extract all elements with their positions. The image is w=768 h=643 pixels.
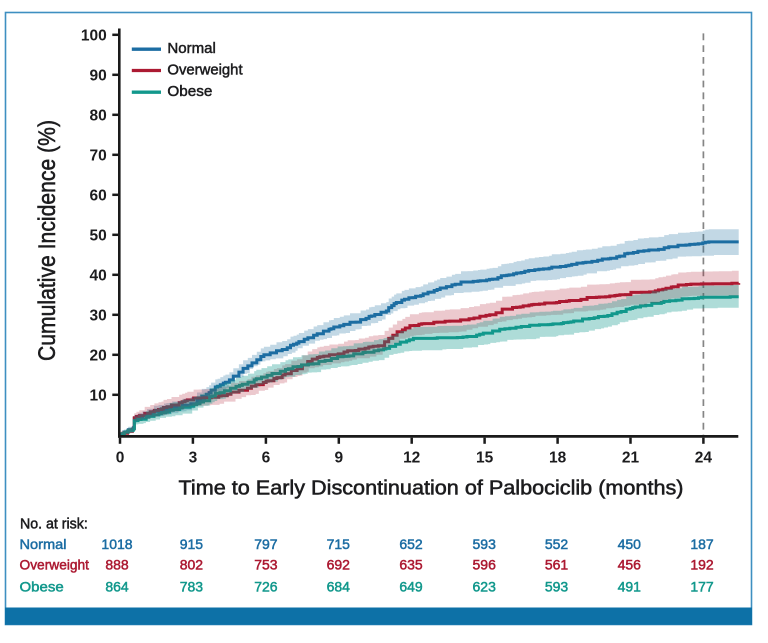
svg-text:456: 456	[618, 557, 642, 573]
svg-text:192: 192	[690, 557, 714, 573]
svg-text:Normal: Normal	[20, 536, 67, 552]
svg-text:864: 864	[105, 579, 129, 595]
svg-text:596: 596	[473, 557, 497, 573]
svg-text:652: 652	[399, 536, 423, 552]
svg-text:70: 70	[90, 147, 107, 164]
svg-text:18: 18	[549, 449, 567, 466]
svg-text:802: 802	[180, 557, 204, 573]
svg-text:915: 915	[180, 536, 204, 552]
svg-text:450: 450	[618, 536, 642, 552]
svg-text:491: 491	[618, 579, 642, 595]
svg-text:726: 726	[254, 579, 278, 595]
svg-text:797: 797	[254, 536, 278, 552]
svg-text:783: 783	[180, 579, 204, 595]
svg-text:30: 30	[90, 307, 107, 324]
svg-text:177: 177	[690, 579, 714, 595]
svg-text:No. at risk:: No. at risk:	[20, 517, 88, 533]
svg-text:9: 9	[334, 449, 343, 466]
svg-text:20: 20	[90, 347, 107, 364]
svg-text:593: 593	[473, 536, 497, 552]
svg-text:3: 3	[189, 449, 198, 466]
svg-text:Obese: Obese	[167, 83, 212, 100]
svg-text:715: 715	[327, 536, 351, 552]
svg-text:21: 21	[622, 449, 640, 466]
svg-text:561: 561	[545, 557, 569, 573]
svg-text:0: 0	[116, 449, 125, 466]
svg-text:Time to Early Discontinuation: Time to Early Discontinuation of Palboci…	[179, 477, 684, 499]
svg-text:684: 684	[327, 579, 351, 595]
svg-text:60: 60	[90, 187, 107, 204]
svg-text:1018: 1018	[101, 536, 132, 552]
svg-text:649: 649	[399, 579, 423, 595]
svg-text:15: 15	[476, 449, 494, 466]
svg-text:Cumulative Incidence (%): Cumulative Incidence (%)	[34, 120, 61, 361]
svg-text:6: 6	[262, 449, 271, 466]
svg-text:Overweight: Overweight	[167, 61, 243, 78]
svg-text:24: 24	[695, 449, 713, 466]
svg-text:Normal: Normal	[167, 40, 216, 57]
svg-text:593: 593	[545, 579, 569, 595]
svg-text:692: 692	[327, 557, 351, 573]
svg-text:100: 100	[81, 27, 107, 44]
svg-text:Overweight: Overweight	[20, 557, 90, 573]
svg-text:888: 888	[105, 557, 129, 573]
svg-text:Obese: Obese	[20, 579, 64, 595]
svg-text:623: 623	[473, 579, 497, 595]
svg-text:50: 50	[90, 227, 107, 244]
svg-text:12: 12	[403, 449, 420, 466]
svg-text:40: 40	[90, 267, 107, 284]
svg-text:10: 10	[90, 387, 107, 404]
svg-text:187: 187	[690, 536, 714, 552]
svg-text:90: 90	[90, 67, 107, 84]
svg-text:753: 753	[254, 557, 278, 573]
svg-text:635: 635	[399, 557, 423, 573]
svg-text:552: 552	[545, 536, 569, 552]
svg-text:80: 80	[90, 107, 107, 124]
